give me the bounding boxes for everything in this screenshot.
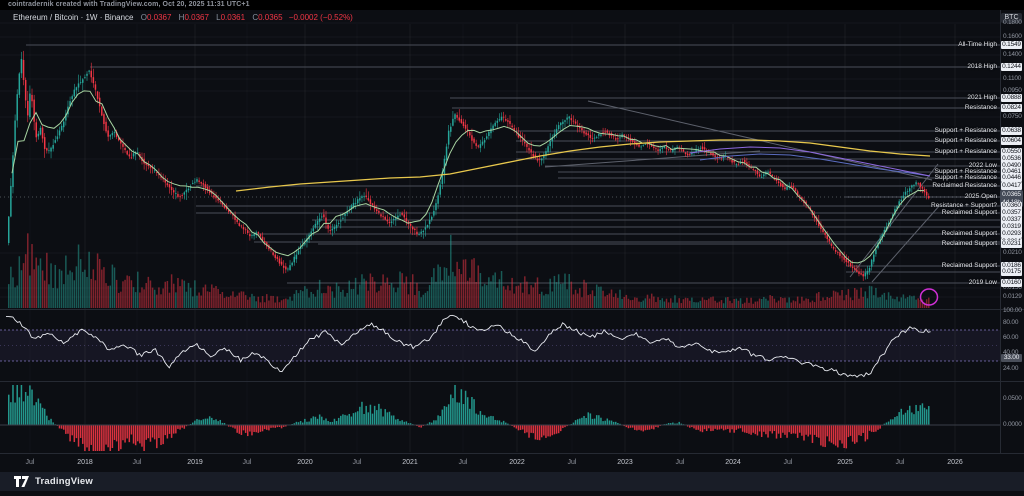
- macd-tick: 0.0500: [1003, 395, 1022, 402]
- time-label-month: Jul: [895, 459, 905, 466]
- macd-tick: 0.0000: [1003, 421, 1022, 428]
- price-tick: 0.0129: [1003, 293, 1022, 300]
- time-label-year: 2022: [509, 459, 525, 466]
- time-label-year: 2023: [617, 459, 633, 466]
- level-price-badge: 0.0360: [1001, 201, 1022, 210]
- time-label-month: Jul: [783, 459, 793, 466]
- watermark-text: cointradernik created with TradingView.c…: [8, 1, 250, 8]
- high-value: 0.0367: [184, 13, 209, 22]
- footer-bar: TradingView: [0, 472, 1024, 491]
- level-price-badge: 0.0357: [1001, 208, 1022, 217]
- level-price-badge: 0.0175: [1001, 267, 1022, 276]
- low-label: L: [216, 13, 221, 22]
- price-tick: 0.1100: [1003, 75, 1022, 82]
- time-label-year: 2020: [297, 459, 313, 466]
- time-label-month: Jul: [458, 459, 468, 466]
- time-label-month: Jul: [352, 459, 362, 466]
- price-tick: 0.0210: [1003, 249, 1022, 256]
- time-label-year: 2019: [187, 459, 203, 466]
- change-value: −0.0002 (−0.52%): [288, 13, 353, 22]
- level-price-badge: 0.0461: [1001, 167, 1022, 176]
- rsi-tick: 100.00: [1003, 307, 1022, 314]
- level-price-badge: 0.0293: [1001, 229, 1022, 238]
- open-value: 0.0367: [146, 13, 172, 22]
- price-tick: 0.1600: [1003, 33, 1022, 40]
- price-axis[interactable]: BTC 0.0365 4d 18h 0.18000.16000.14000.11…: [1000, 10, 1024, 471]
- price-tick: 0.1400: [1003, 51, 1022, 58]
- time-label-month: Jul: [567, 459, 577, 466]
- level-price-badge: 0.0231: [1001, 239, 1022, 248]
- last-price-value: 0.0365: [1002, 191, 1021, 198]
- tradingview-brand[interactable]: TradingView: [35, 476, 93, 487]
- time-label-year: 2024: [725, 459, 741, 466]
- level-price-badge: 0.0319: [1001, 222, 1022, 231]
- level-price-badge: 0.0186: [1001, 261, 1022, 270]
- close-value: 0.0365: [258, 13, 283, 22]
- level-price-badge: 0.0160: [1001, 278, 1022, 287]
- rsi-level-badge: 33.00: [1001, 354, 1022, 362]
- level-price-badge: 0.0550: [1001, 147, 1022, 156]
- level-price-badge: 0.0337: [1001, 215, 1022, 224]
- time-label-year: 2018: [77, 459, 93, 466]
- level-price-badge: 0.0638: [1001, 126, 1022, 135]
- symbol-title: Ethereum / Bitcoin · 1W · Binance: [13, 13, 134, 22]
- time-axis[interactable]: Jul 2018 Jul 2019 Jul 2020 Jul 2021 Jul 2022 Jul 20…: [0, 453, 1024, 473]
- time-label-month: Jul: [25, 459, 35, 466]
- axis-currency-button[interactable]: BTC: [1001, 13, 1022, 23]
- time-label-year: 2025: [837, 459, 853, 466]
- level-price-badge: 0.0536: [1001, 154, 1022, 163]
- level-price-badge: 0.0604: [1001, 136, 1022, 145]
- level-price-badge: 0.0446: [1001, 173, 1022, 182]
- level-price-badge: 0.1244: [1001, 62, 1022, 71]
- time-label-month: Jul: [242, 459, 252, 466]
- price-tick: 0.1800: [1003, 19, 1022, 26]
- open-label: O: [140, 13, 147, 22]
- rsi-tick: 80.00: [1003, 319, 1019, 326]
- close-label: C: [252, 13, 259, 22]
- time-label-month: Jul: [675, 459, 685, 466]
- rsi-tick: 60.00: [1003, 334, 1019, 341]
- symbol-legend[interactable]: Ethereum / Bitcoin · 1W · Binance O0.036…: [13, 13, 353, 22]
- price-tick: 0.0156: [1003, 284, 1022, 291]
- price-tick: 0.0950: [1003, 87, 1022, 94]
- tradingview-logo-icon[interactable]: [14, 476, 29, 487]
- low-value: 0.0361: [220, 13, 246, 22]
- time-label-month: Jul: [132, 459, 142, 466]
- price-tick: 0.0750: [1003, 113, 1022, 120]
- level-price-badge: 0.1549: [1001, 40, 1022, 49]
- level-price-badge: 0.0417: [1001, 181, 1022, 190]
- level-price-badge: 0.0888: [1001, 93, 1022, 102]
- time-label-year: 2026: [947, 459, 963, 466]
- rsi-tick: 40.00: [1003, 349, 1019, 356]
- high-label: H: [178, 13, 185, 22]
- level-price-badge: 0.0490: [1001, 161, 1022, 170]
- watermark-bar: cointradernik created with TradingView.c…: [0, 0, 1024, 10]
- rsi-tick: 24.00: [1003, 365, 1019, 372]
- time-label-year: 2021: [402, 459, 418, 466]
- level-price-badge: 0.0824: [1001, 103, 1022, 112]
